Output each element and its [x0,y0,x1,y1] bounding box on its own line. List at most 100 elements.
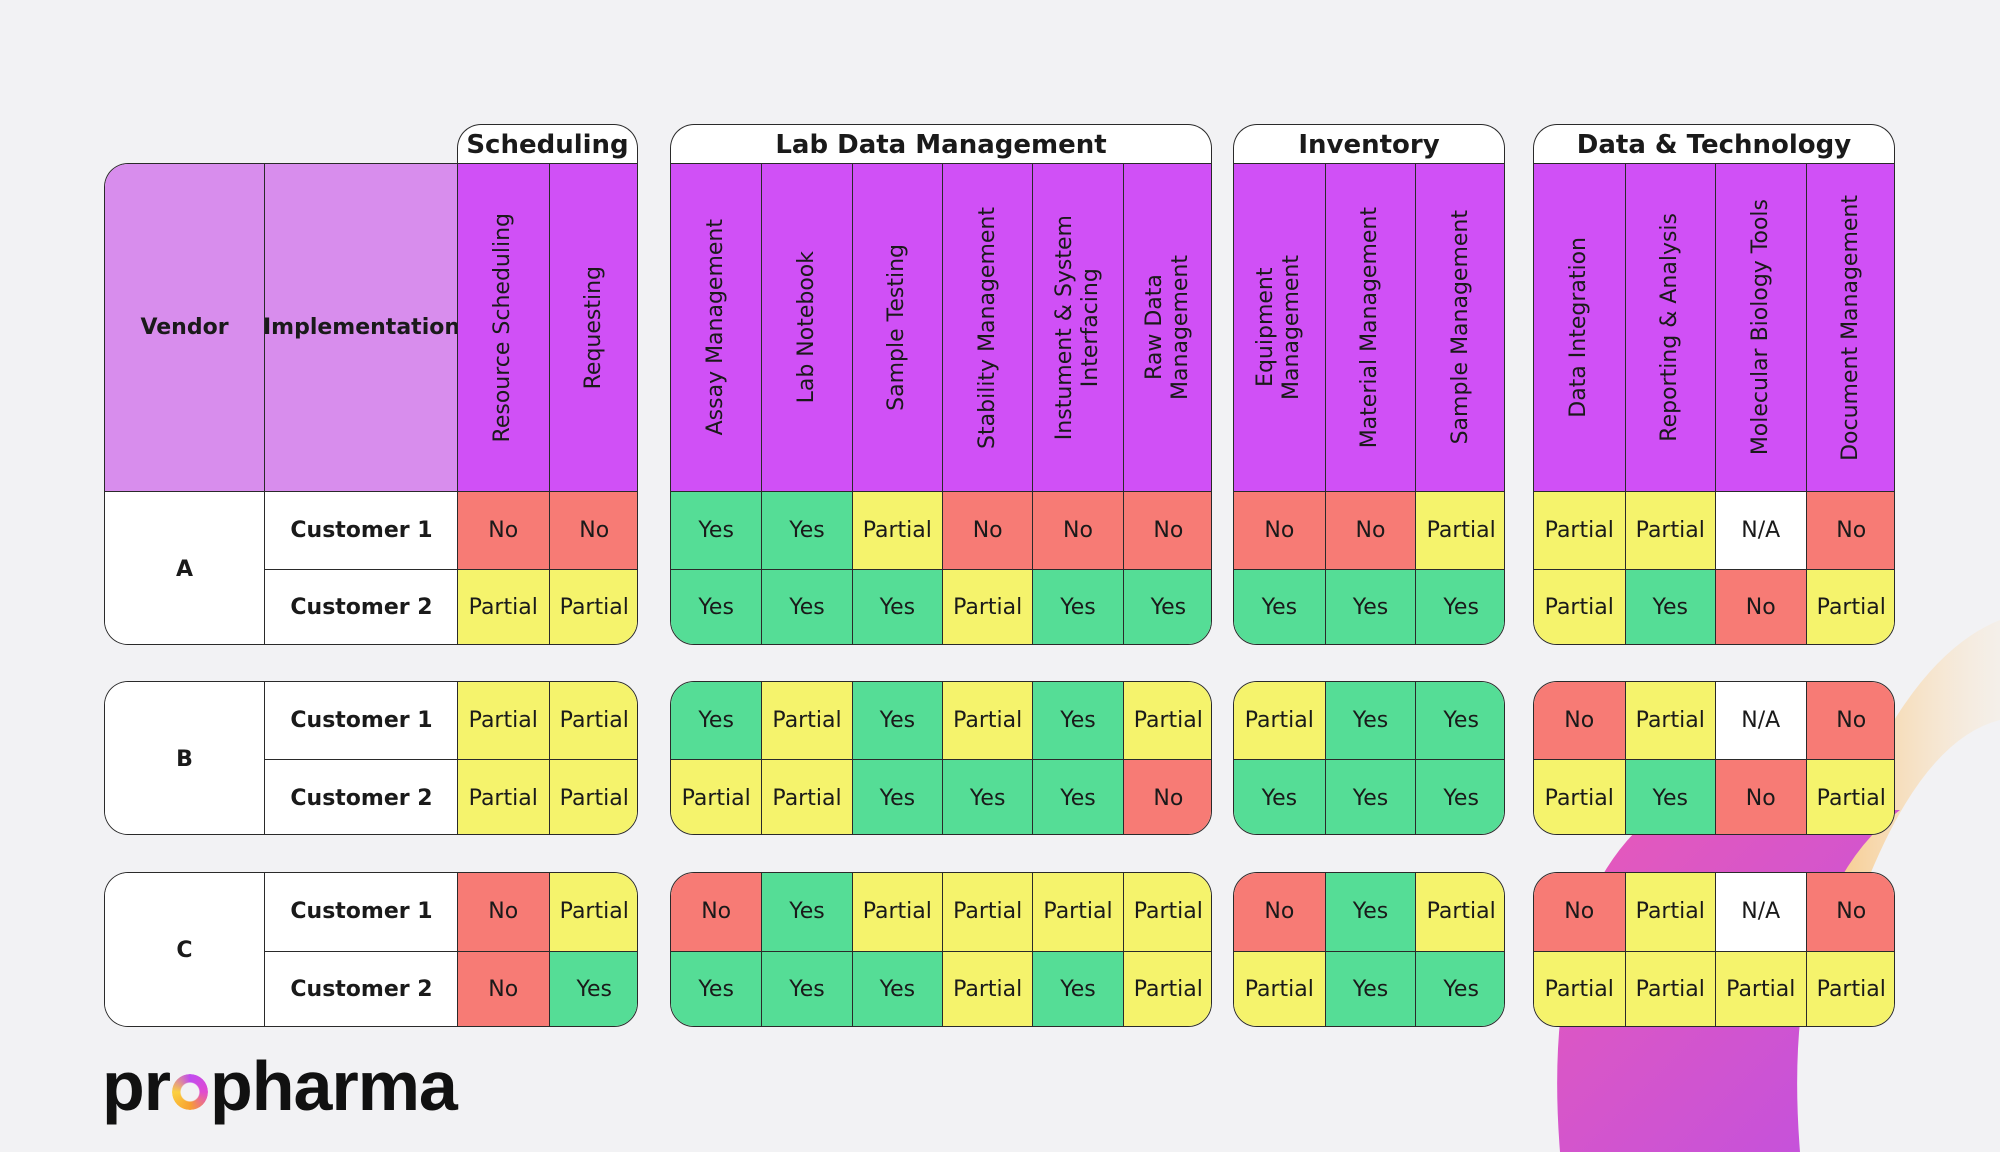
status-cell: No [1805,682,1894,759]
logo-text-post: pharma [210,1047,458,1125]
status-cell-text: Partial [953,708,1023,733]
status-cell: Yes [1032,759,1123,834]
status-cell-text: No [579,517,610,543]
status-cell: Partial [1032,873,1123,951]
feature-header: Data Integration [1534,164,1625,491]
status-cell-text: Yes [1060,595,1096,621]
status-cell: Partial [942,950,1033,1026]
status-cell-text: Partial [862,517,932,543]
status-cell: Yes [851,568,942,644]
status-cell: Partial [548,682,637,759]
status-cell-text: Yes [1261,595,1298,621]
status-cell-text: Partial [1544,785,1614,811]
feature-header: Molecular Biology Tools [1715,164,1806,491]
feature-header: Lab Notebook [761,164,852,491]
feature-header-label: Stability Management [974,206,1000,449]
status-cell: No [1805,491,1894,569]
status-cell: Yes [1032,568,1123,644]
feature-header: Sample Management [1415,164,1504,491]
status-cell-text: No [1836,708,1867,733]
group-block-0-vendor-C: No No Partial Yes [457,872,638,1027]
status-cell: Yes [1324,682,1416,759]
status-cell-text: Partial [1635,708,1705,733]
status-cell: Partial [1534,568,1625,644]
status-cell: No [1032,491,1123,569]
status-cell-text: Yes [879,708,916,733]
customer-name: Customer 2 [264,950,457,1026]
status-cell-text: Yes [1060,977,1096,1003]
status-cell-text: Partial [1043,899,1113,925]
group-block-3-vendor-A: Data Integration Partial Partial Reporting … [1533,163,1895,645]
status-cell: Partial [1805,759,1894,834]
status-cell: No [1324,491,1416,569]
feature-header: Resource Scheduling [458,164,549,491]
status-cell-text: Yes [879,977,916,1003]
status-cell: Partial [1234,682,1325,759]
vendor-name: A [105,491,264,644]
status-cell-text: Yes [1352,899,1389,925]
feature-header-label: Material Management [1357,206,1383,449]
status-cell: No [458,873,549,951]
customer-name-text: Customer 1 [290,517,433,543]
status-cell-text: Partial [1244,977,1314,1003]
status-cell: Partial [1624,491,1715,569]
status-cell-text: Partial [772,785,842,811]
customer-name-text: Customer 1 [290,708,433,733]
status-cell: Partial [1805,568,1894,644]
status-cell-text: No [1836,899,1867,925]
group-block-2-vendor-A: Equipment Management No Yes Material Manage… [1233,163,1505,645]
status-cell-text: Partial [1635,977,1705,1003]
status-cell: Yes [942,759,1033,834]
status-cell: No [548,491,637,569]
group-title-2: Inventory [1233,124,1505,164]
feature-header: Reporting & Analysis [1624,164,1715,491]
status-cell-text: Yes [1261,785,1298,811]
status-cell-text: Partial [559,785,629,811]
status-cell-text: No [1564,708,1595,733]
status-cell-text: Yes [1060,708,1096,733]
status-cell: Partial [1624,682,1715,759]
feature-header-label: Molecular Biology Tools [1747,199,1773,456]
status-cell-text: No [488,517,519,543]
vendor-block-B: B Customer 1 Customer 2 [104,681,457,835]
status-cell: No [1805,873,1894,951]
status-cell-text: Partial [953,977,1023,1003]
status-cell: Yes [1324,873,1416,951]
status-cell: Yes [1415,682,1504,759]
status-cell: Partial [1805,950,1894,1026]
implementation-header: Implementation [263,164,457,491]
status-cell: Yes [761,873,852,951]
feature-header: Sample Testing [851,164,942,491]
status-cell: Yes [1234,759,1325,834]
status-cell-text: No [972,517,1003,543]
status-cell-text: Yes [1352,708,1389,733]
status-cell-text: N/A [1741,708,1781,733]
status-cell-text: No [1745,595,1776,621]
vendor-header: Vendor [105,164,264,491]
status-cell: Partial [1534,491,1625,569]
status-cell: No [1534,873,1625,951]
logo-ring-icon [172,1074,208,1110]
status-cell: Yes [1324,759,1416,834]
status-cell: Partial [942,568,1033,644]
status-cell-text: Partial [468,708,538,733]
status-cell-text: Partial [559,708,629,733]
customer-name-text: Customer 2 [290,977,433,1003]
status-cell: Yes [1122,568,1211,644]
vendor-block-A: Vendor Implementation A Customer 1 Customer … [104,163,457,645]
status-cell: Yes [1415,759,1504,834]
group-block-2-vendor-B: Partial Yes Yes Yes Yes Yes [1233,681,1505,835]
group-block-1-vendor-B: Yes Partial Partial Partial Yes Yes Partial Yes… [670,681,1212,835]
status-cell: Yes [1624,568,1715,644]
status-cell: Yes [1624,759,1715,834]
feature-header-label: Sample Management [1448,210,1474,445]
status-cell-text: Yes [879,595,916,621]
status-cell-text: No [488,899,519,925]
status-cell-text: Yes [969,785,1006,811]
status-cell: Partial [458,568,549,644]
status-cell-text: No [1355,517,1386,543]
status-cell-text: Yes [698,517,734,543]
status-cell: N/A [1715,491,1806,569]
status-cell-text: No [1153,785,1184,811]
feature-header-label: Reporting & Analysis [1657,213,1683,442]
